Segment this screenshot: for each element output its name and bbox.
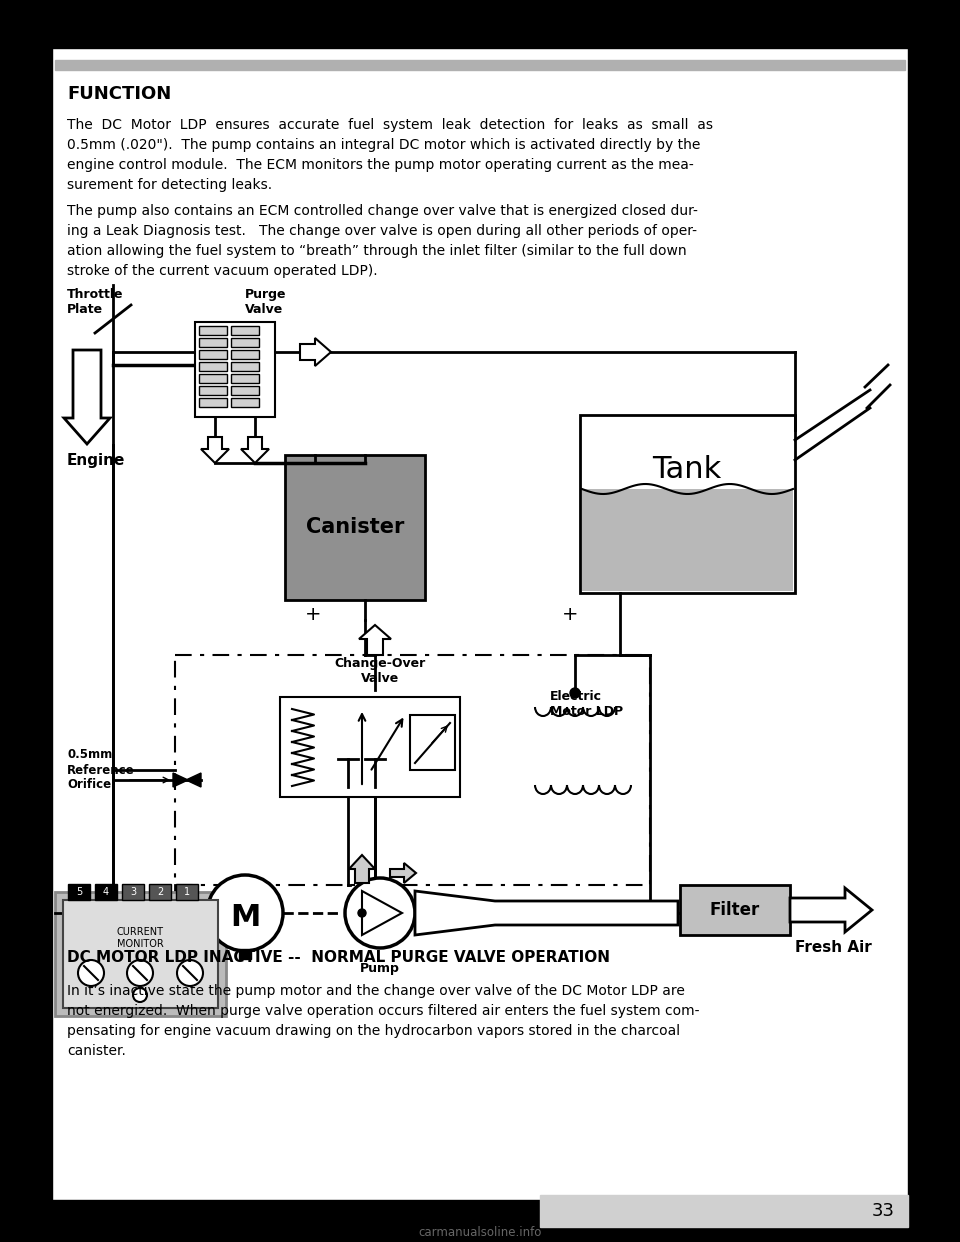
Circle shape [177, 960, 203, 986]
Bar [540, 1195, 908, 1227]
Bar [0, 1200, 960, 1242]
Polygon shape [415, 891, 678, 935]
Text: +: + [562, 605, 578, 623]
Bar [199, 350, 227, 359]
Bar [199, 338, 227, 347]
Bar [95, 884, 117, 900]
Bar [231, 325, 259, 335]
Text: In it’s inactive state the pump motor and the change over valve of the DC Motor : In it’s inactive state the pump motor an… [67, 984, 684, 999]
Bar [410, 715, 455, 770]
Text: 33: 33 [872, 1202, 895, 1220]
Bar [231, 386, 259, 395]
Bar [231, 374, 259, 383]
Bar [231, 350, 259, 359]
Bar [285, 455, 425, 600]
Bar [52, 60, 908, 1200]
Polygon shape [64, 350, 110, 443]
Text: +: + [304, 605, 322, 623]
Text: Throttle
Plate: Throttle Plate [67, 288, 124, 315]
Polygon shape [790, 888, 872, 932]
Circle shape [133, 987, 147, 1002]
Text: 4: 4 [103, 887, 109, 897]
Bar [55, 892, 226, 1016]
Text: pensating for engine vacuum drawing on the hydrocarbon vapors stored in the char: pensating for engine vacuum drawing on t… [67, 1023, 680, 1038]
Text: 2: 2 [156, 887, 163, 897]
Bar [176, 884, 198, 900]
Circle shape [207, 876, 283, 951]
Text: Change-Over
Valve: Change-Over Valve [334, 657, 425, 686]
Text: 3: 3 [130, 887, 136, 897]
Text: Fresh Air: Fresh Air [795, 940, 872, 955]
Text: The  DC  Motor  LDP  ensures  accurate  fuel  system  leak  detection  for  leak: The DC Motor LDP ensures accurate fuel s… [67, 118, 713, 132]
Text: carmanualsoline.info: carmanualsoline.info [419, 1227, 541, 1240]
Bar [580, 415, 795, 592]
Text: DC MOTOR LDP INACTIVE --  NORMAL PURGE VALVE OPERATION: DC MOTOR LDP INACTIVE -- NORMAL PURGE VA… [67, 950, 610, 965]
Bar [195, 322, 275, 417]
Text: Filter: Filter [709, 900, 760, 919]
Text: Electric
Motor LDP: Electric Motor LDP [550, 691, 623, 718]
Circle shape [570, 688, 580, 698]
Text: stroke of the current vacuum operated LDP).: stroke of the current vacuum operated LD… [67, 265, 377, 278]
Bar [582, 489, 793, 591]
Bar [63, 900, 218, 1009]
Bar [199, 361, 227, 371]
Polygon shape [201, 437, 229, 463]
Text: M: M [229, 903, 260, 932]
Bar [231, 361, 259, 371]
Polygon shape [241, 437, 269, 463]
Text: 0.5mm
Reference
Orifice: 0.5mm Reference Orifice [67, 749, 134, 791]
Text: not energized.  When purge valve operation occurs filtered air enters the fuel s: not energized. When purge valve operatio… [67, 1004, 700, 1018]
Text: 5: 5 [76, 887, 83, 897]
Text: surement for detecting leaks.: surement for detecting leaks. [67, 178, 272, 193]
Text: canister.: canister. [67, 1045, 126, 1058]
Bar [199, 325, 227, 335]
Text: Tank: Tank [653, 456, 722, 484]
Polygon shape [390, 863, 416, 883]
Text: Pump: Pump [360, 963, 400, 975]
Text: The pump also contains an ECM controlled change over valve that is energized clo: The pump also contains an ECM controlled… [67, 204, 698, 219]
Bar [122, 884, 144, 900]
Text: ing a Leak Diagnosis test.   The change over valve is open during all other peri: ing a Leak Diagnosis test. The change ov… [67, 224, 697, 238]
Bar [680, 886, 790, 935]
Bar [199, 386, 227, 395]
Bar [231, 338, 259, 347]
Bar [280, 697, 460, 797]
Text: CURRENT
MONITOR: CURRENT MONITOR [116, 928, 163, 949]
Bar [199, 374, 227, 383]
Text: engine control module.  The ECM monitors the pump motor operating current as the: engine control module. The ECM monitors … [67, 158, 694, 171]
Polygon shape [300, 338, 331, 366]
Text: Canister: Canister [306, 517, 404, 537]
Bar [0, 0, 960, 48]
Text: ation allowing the fuel system to “breath” through the inlet filter (similar to : ation allowing the fuel system to “breat… [67, 243, 686, 258]
Bar [55, 60, 905, 70]
Bar [231, 397, 259, 407]
Text: 0.5mm (.020").  The pump contains an integral DC motor which is activated direct: 0.5mm (.020"). The pump contains an inte… [67, 138, 701, 152]
Polygon shape [349, 854, 375, 883]
Polygon shape [359, 625, 391, 655]
Circle shape [358, 909, 366, 917]
Circle shape [78, 960, 104, 986]
Bar [68, 884, 90, 900]
Polygon shape [362, 891, 402, 935]
Polygon shape [173, 773, 188, 787]
Bar [175, 655, 650, 886]
Circle shape [345, 878, 415, 948]
Text: FUNCTION: FUNCTION [67, 84, 171, 103]
Bar [908, 0, 960, 1200]
Text: 1: 1 [184, 887, 190, 897]
Bar [239, 949, 251, 959]
Bar [149, 884, 171, 900]
Bar [0, 0, 52, 1200]
Text: Engine: Engine [67, 453, 126, 468]
Polygon shape [186, 773, 201, 787]
Circle shape [127, 960, 153, 986]
Bar [199, 397, 227, 407]
Text: Purge
Valve: Purge Valve [245, 288, 286, 315]
